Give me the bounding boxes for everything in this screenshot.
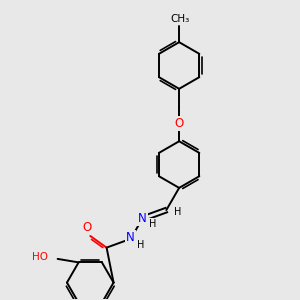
Text: N: N (126, 231, 135, 244)
Text: O: O (82, 221, 92, 234)
Text: O: O (175, 117, 184, 130)
Text: H: H (174, 207, 182, 218)
Text: HO: HO (32, 252, 48, 262)
Text: CH₃: CH₃ (171, 14, 190, 24)
Text: N: N (138, 212, 147, 225)
Text: H: H (137, 240, 145, 250)
Text: H: H (149, 218, 156, 229)
